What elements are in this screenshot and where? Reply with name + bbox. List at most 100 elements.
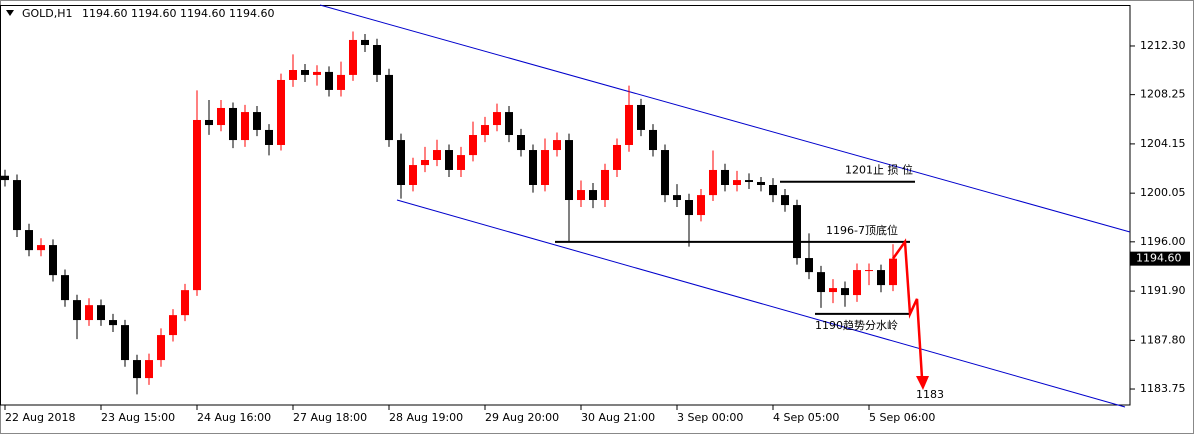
candle-body xyxy=(253,112,261,130)
x-tick-label: 22 Aug 2018 xyxy=(5,411,75,424)
candle-body xyxy=(661,150,669,196)
price-box-label: 1194.60 xyxy=(1136,252,1182,265)
candle-body xyxy=(673,195,681,201)
candle-body xyxy=(349,39,357,75)
candle-body xyxy=(505,112,513,136)
x-tick-label: 28 Aug 19:00 xyxy=(389,411,463,424)
channel-lower xyxy=(396,199,1126,408)
candle-body xyxy=(37,245,45,251)
candle-body xyxy=(313,71,321,75)
candle-body xyxy=(289,70,297,80)
candle-body xyxy=(613,144,621,170)
candle-body xyxy=(49,245,57,276)
candle-body xyxy=(709,169,717,196)
y-tick-label: 1208.25 xyxy=(1140,88,1186,101)
candle-body xyxy=(781,195,789,206)
candle-body xyxy=(217,107,225,126)
x-tick-label: 24 Aug 16:00 xyxy=(197,411,271,424)
candle-body xyxy=(181,290,189,316)
candle-body xyxy=(805,258,813,273)
candle-body xyxy=(397,140,405,185)
candle-body xyxy=(685,200,693,216)
candle-body xyxy=(481,125,489,136)
y-tick-label: 1191.90 xyxy=(1140,284,1186,297)
candle-body xyxy=(241,112,249,141)
candle-body xyxy=(697,195,705,216)
candle-body xyxy=(721,169,729,185)
x-tick-label: 23 Aug 15:00 xyxy=(101,411,175,424)
candle-body xyxy=(97,305,105,321)
candle-body xyxy=(121,325,129,361)
candle-body xyxy=(553,140,561,151)
channel-upper xyxy=(319,4,1131,233)
candle-body xyxy=(601,169,609,201)
candle-body xyxy=(277,79,285,145)
candle-body xyxy=(301,70,309,75)
candle-body xyxy=(817,272,825,293)
candle-body xyxy=(757,181,765,185)
candle-body xyxy=(517,135,525,151)
candle-body xyxy=(877,270,885,286)
level-label: 1196-7顶底位 xyxy=(826,223,898,237)
candle-body xyxy=(541,150,549,185)
candle-body xyxy=(421,160,429,166)
x-tick-label: 4 Sep 05:00 xyxy=(773,411,839,424)
candle-body xyxy=(829,288,837,293)
menu-triangle xyxy=(6,10,14,16)
candle-body xyxy=(733,180,741,185)
x-tick-label: 30 Aug 21:00 xyxy=(581,411,655,424)
candle-body xyxy=(265,129,273,145)
candle-body xyxy=(13,180,21,231)
candle-body xyxy=(625,104,633,145)
y-tick-label: 1204.15 xyxy=(1140,137,1186,150)
forecast-arrow xyxy=(891,238,924,379)
candle-body xyxy=(169,315,177,336)
candle-body xyxy=(85,305,93,321)
candle-body xyxy=(589,190,597,201)
candle-body xyxy=(145,360,153,379)
x-tick-label: 29 Aug 20:00 xyxy=(485,411,559,424)
symbol: GOLD,H1 xyxy=(22,7,73,20)
level-label: 1190趋势分水岭 xyxy=(815,318,898,332)
candle-body xyxy=(61,275,69,301)
candle-body xyxy=(385,74,393,141)
x-tick-label: 27 Aug 18:00 xyxy=(293,411,367,424)
candle-body xyxy=(793,205,801,259)
y-tick-label: 1212.30 xyxy=(1140,39,1186,52)
y-tick-label: 1200.05 xyxy=(1140,186,1186,199)
header-prices: 1194.60 1194.60 1194.60 1194.60 xyxy=(82,7,274,20)
candle-body xyxy=(445,150,453,170)
candle-body xyxy=(229,107,237,141)
candle-body xyxy=(361,39,369,46)
candle-body xyxy=(769,184,777,196)
candle-body xyxy=(109,320,117,326)
x-tick-label: 3 Sep 00:00 xyxy=(677,411,743,424)
candle-body xyxy=(337,74,345,90)
candle-body xyxy=(565,140,573,201)
candle-body xyxy=(1,175,9,181)
candle-body xyxy=(205,119,213,126)
candle-body xyxy=(373,45,381,75)
candle-body xyxy=(577,190,585,201)
candle-body xyxy=(853,270,861,296)
candle-body xyxy=(457,155,465,170)
candle-body xyxy=(493,112,501,126)
candle-body xyxy=(133,360,141,379)
candle-body xyxy=(745,180,753,182)
forecast-arrowhead xyxy=(916,376,929,391)
x-tick-label: 5 Sep 06:00 xyxy=(869,411,935,424)
candle-body xyxy=(529,150,537,185)
candle-body xyxy=(433,150,441,161)
candle-body xyxy=(469,135,477,156)
candle-body xyxy=(649,129,657,151)
plot-area xyxy=(0,5,1131,406)
candle-body xyxy=(637,104,645,130)
candle-body xyxy=(865,270,873,272)
candle-body xyxy=(25,230,33,251)
candle-body xyxy=(193,119,201,291)
y-tick-label: 1196.00 xyxy=(1140,235,1186,248)
candle-body xyxy=(889,258,897,286)
target-label: 1183 xyxy=(916,388,944,401)
